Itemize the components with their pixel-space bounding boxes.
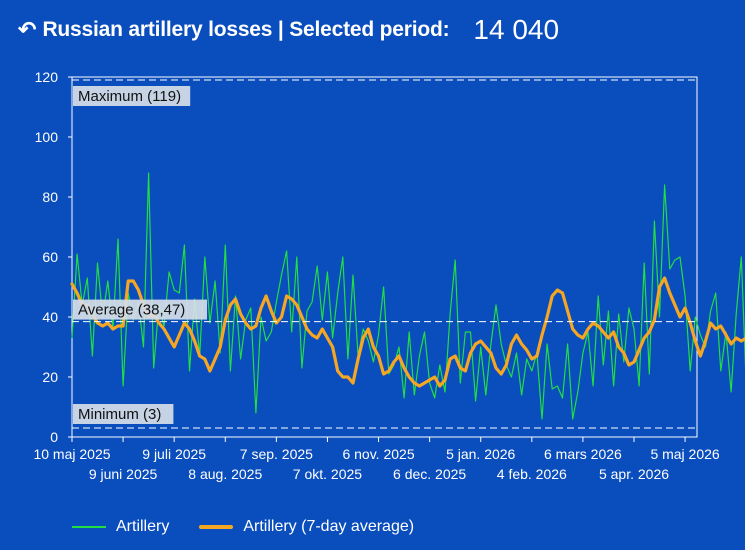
x-tick-label: 5 maj 2026 [650,446,719,462]
x-tick-label: 5 jan. 2026 [446,446,515,462]
series-line-artillery [71,172,745,420]
x-tick-label: 4 feb. 2026 [497,466,567,482]
x-tick-label: 8 aug. 2025 [188,466,262,482]
y-tick-label: 120 [35,69,59,85]
legend-label-average: Artillery (7-day average) [243,518,415,535]
x-tick-label: 7 okt. 2025 [293,466,362,482]
legend-swatch-average [199,525,234,529]
back-arrow-icon[interactable]: ↶ [18,17,37,42]
y-tick-label: 80 [42,189,58,205]
total-value: 14 040 [473,14,560,45]
reference-label-maximum: Maximum (119) [78,88,181,105]
legend-item-average[interactable]: Artillery (7-day average) [199,518,414,536]
header: ↶ Russian artillery losses | Selected pe… [18,12,559,48]
y-tick-label: 100 [35,129,59,145]
x-tick-label: 6 mars 2026 [544,446,622,462]
x-tick-label: 9 juni 2025 [89,466,158,482]
x-tick-label: 9 juli 2025 [142,446,206,462]
legend: Artillery Artillery (7-day average) [72,518,444,536]
x-tick-label: 10 maj 2025 [33,446,110,462]
series-line-artillery-7day-average [70,276,745,388]
y-tick-label: 0 [50,429,58,445]
y-tick-label: 60 [42,249,58,265]
reference-label-bg-minimum [73,404,174,424]
y-tick-label: 40 [42,309,58,325]
reference-label-bg-average [73,299,207,320]
x-tick-label: 7 sep. 2025 [240,446,313,462]
y-tick-label: 20 [42,369,58,385]
plot-frame [71,76,698,438]
legend-swatch-artillery [72,526,106,528]
chart-title: Russian artillery losses | Selected peri… [42,18,450,41]
reference-label-average: Average (38,47) [78,302,185,319]
x-tick-label: 6 nov. 2025 [342,446,414,462]
reference-label-minimum: Minimum (3) [78,406,161,423]
legend-label-artillery: Artillery [116,518,170,535]
legend-item-artillery[interactable]: Artillery [72,518,169,536]
x-tick-label: 6 dec. 2025 [393,466,466,482]
x-tick-label: 5 apr. 2026 [599,466,669,482]
reference-label-bg-maximum [73,86,191,106]
